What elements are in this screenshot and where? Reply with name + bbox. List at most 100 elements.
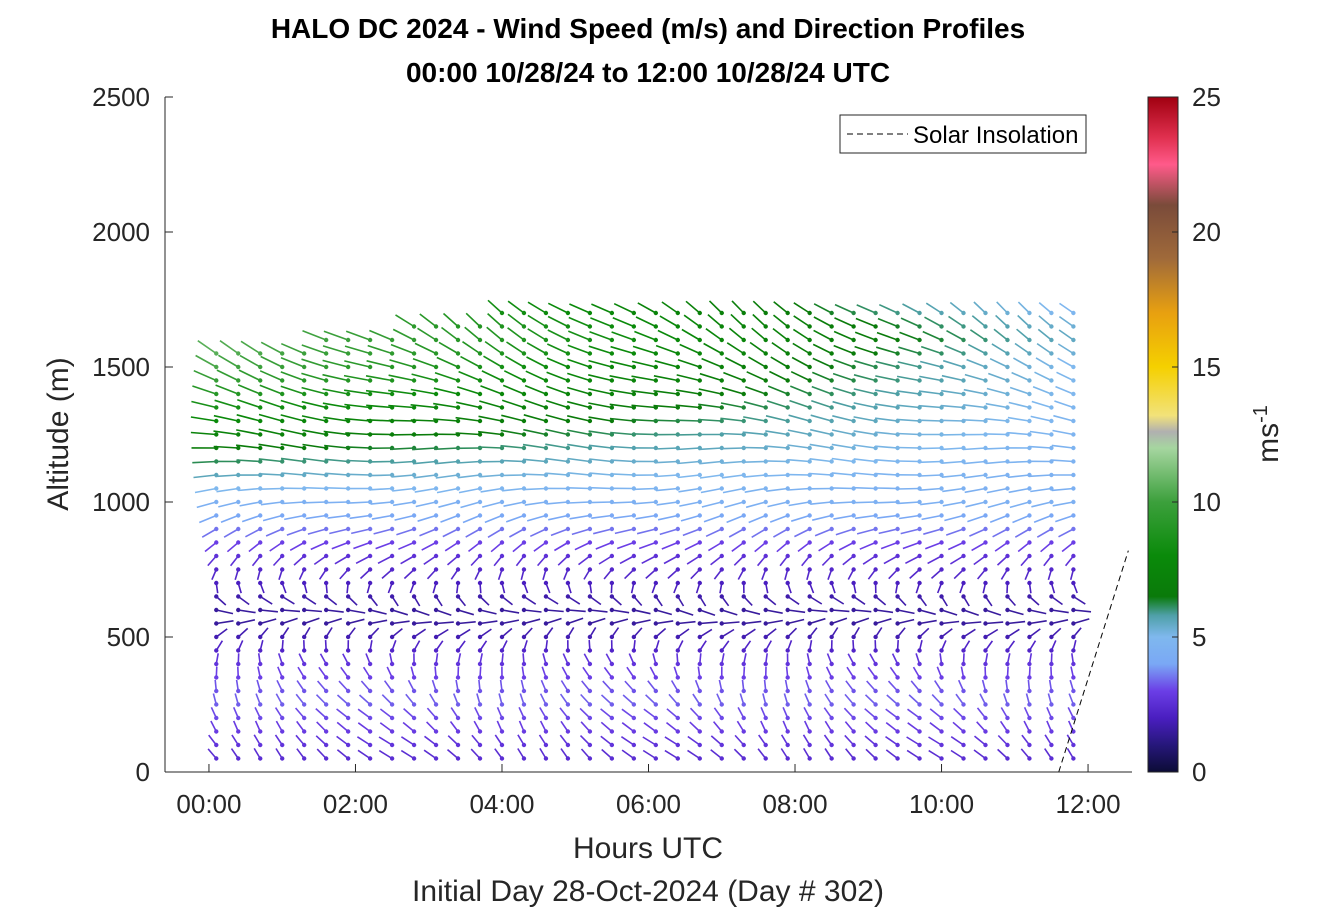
- wind-barb-dot: [1027, 621, 1032, 626]
- wind-barb: [193, 369, 217, 382]
- wind-barb: [765, 628, 777, 638]
- wind-barb-dot: [323, 580, 329, 586]
- wind-barb: [533, 541, 547, 552]
- wind-barb-dot: [323, 405, 329, 410]
- wind-barb: [1058, 315, 1074, 328]
- wind-barb: [567, 400, 591, 409]
- wind-barb: [462, 514, 481, 524]
- wind-barb-dot: [631, 580, 637, 586]
- wind-barb: [634, 330, 657, 341]
- wind-barb-dot: [301, 634, 307, 640]
- wind-barb: [392, 501, 415, 507]
- wind-barb-dot: [719, 567, 724, 572]
- wind-barb-dot: [499, 756, 505, 761]
- wind-barb: [941, 609, 958, 616]
- wind-barb-dot: [1005, 688, 1010, 694]
- wind-barb-dot: [1027, 715, 1032, 721]
- wind-barb: [1051, 609, 1069, 614]
- wind-barb: [769, 514, 788, 523]
- wind-barb: [612, 316, 635, 328]
- wind-barb-dot: [763, 729, 768, 734]
- wind-barb-dot: [675, 621, 681, 626]
- wind-barb: [681, 328, 701, 341]
- wind-barb: [878, 528, 898, 535]
- wind-barb: [853, 595, 866, 605]
- wind-barb: [286, 528, 305, 536]
- wind-barb-dot: [258, 715, 263, 721]
- wind-barb-dot: [719, 405, 724, 410]
- wind-barb: [390, 460, 415, 464]
- wind-barb-dot: [851, 715, 856, 721]
- wind-barb: [809, 443, 832, 449]
- wind-barb-dot: [1071, 378, 1076, 383]
- wind-barb-dot: [1071, 472, 1076, 478]
- wind-barb-dot: [653, 702, 659, 707]
- wind-barb-dot: [236, 648, 241, 653]
- wind-barb: [942, 359, 964, 368]
- wind-barb-dot: [1049, 540, 1054, 545]
- x-tick-label: 06:00: [616, 789, 681, 819]
- wind-barb: [417, 327, 437, 341]
- wind-barb-dot: [499, 364, 505, 370]
- wind-barb: [963, 474, 986, 479]
- wind-barb: [941, 620, 960, 625]
- wind-barb-dot: [609, 324, 615, 329]
- wind-barb: [655, 487, 678, 492]
- wind-barb-dot: [1027, 756, 1032, 761]
- wind-barb: [338, 680, 349, 692]
- wind-barb: [923, 528, 942, 535]
- wind-barb-dot: [389, 526, 395, 532]
- wind-barb-dot: [280, 351, 285, 356]
- wind-barb-dot: [983, 634, 988, 640]
- wind-barb-dot: [543, 675, 549, 680]
- wind-barb: [435, 474, 459, 479]
- wind-barb-dot: [323, 445, 329, 451]
- wind-barb: [1038, 315, 1052, 328]
- wind-barb-dot: [1049, 688, 1054, 694]
- wind-barb: [388, 374, 415, 382]
- wind-barb-dot: [917, 310, 922, 316]
- wind-barb: [1055, 514, 1074, 523]
- wind-barb: [1008, 487, 1030, 494]
- wind-barb-dot: [280, 607, 285, 613]
- wind-barb-dot: [961, 702, 966, 707]
- wind-barb: [875, 472, 898, 476]
- wind-barb: [699, 621, 718, 625]
- wind-barb-dot: [477, 661, 483, 667]
- wind-barb: [220, 514, 239, 524]
- wind-barb-dot: [236, 715, 241, 721]
- wind-barb: [1058, 528, 1074, 538]
- wind-barb-dot: [675, 405, 681, 410]
- wind-barb-dot: [763, 378, 768, 383]
- wind-barb: [302, 443, 327, 449]
- wind-barb-dot: [873, 580, 878, 586]
- wind-barb: [920, 360, 942, 368]
- wind-barb-dot: [653, 351, 659, 356]
- wind-barb-dot: [477, 337, 483, 343]
- wind-barb-dot: [719, 553, 724, 559]
- wind-barb-dot: [983, 742, 988, 748]
- wind-barb-dot: [1005, 526, 1010, 532]
- wind-barb-dot: [961, 621, 966, 626]
- wind-barb: [258, 413, 283, 422]
- wind-barb-dot: [1005, 540, 1010, 545]
- wind-barb: [446, 555, 459, 566]
- wind-barb-dot: [258, 702, 263, 707]
- wind-barb-dot: [345, 634, 351, 640]
- wind-barb: [721, 386, 744, 395]
- wind-barb: [216, 609, 234, 615]
- wind-barb-dot: [236, 432, 241, 437]
- wind-barb: [327, 514, 349, 519]
- wind-barb-dot: [851, 607, 856, 613]
- wind-barb: [259, 595, 273, 605]
- wind-barb: [305, 514, 327, 520]
- wind-barb: [642, 736, 657, 746]
- wind-barb: [656, 501, 678, 506]
- wind-barb-dot: [609, 607, 615, 613]
- wind-barb: [919, 619, 937, 625]
- wind-barb-dot: [675, 756, 681, 761]
- wind-barb: [574, 541, 591, 551]
- wind-barb: [678, 487, 700, 493]
- wind-barb-dot: [939, 675, 944, 680]
- wind-barb-dot: [433, 540, 439, 545]
